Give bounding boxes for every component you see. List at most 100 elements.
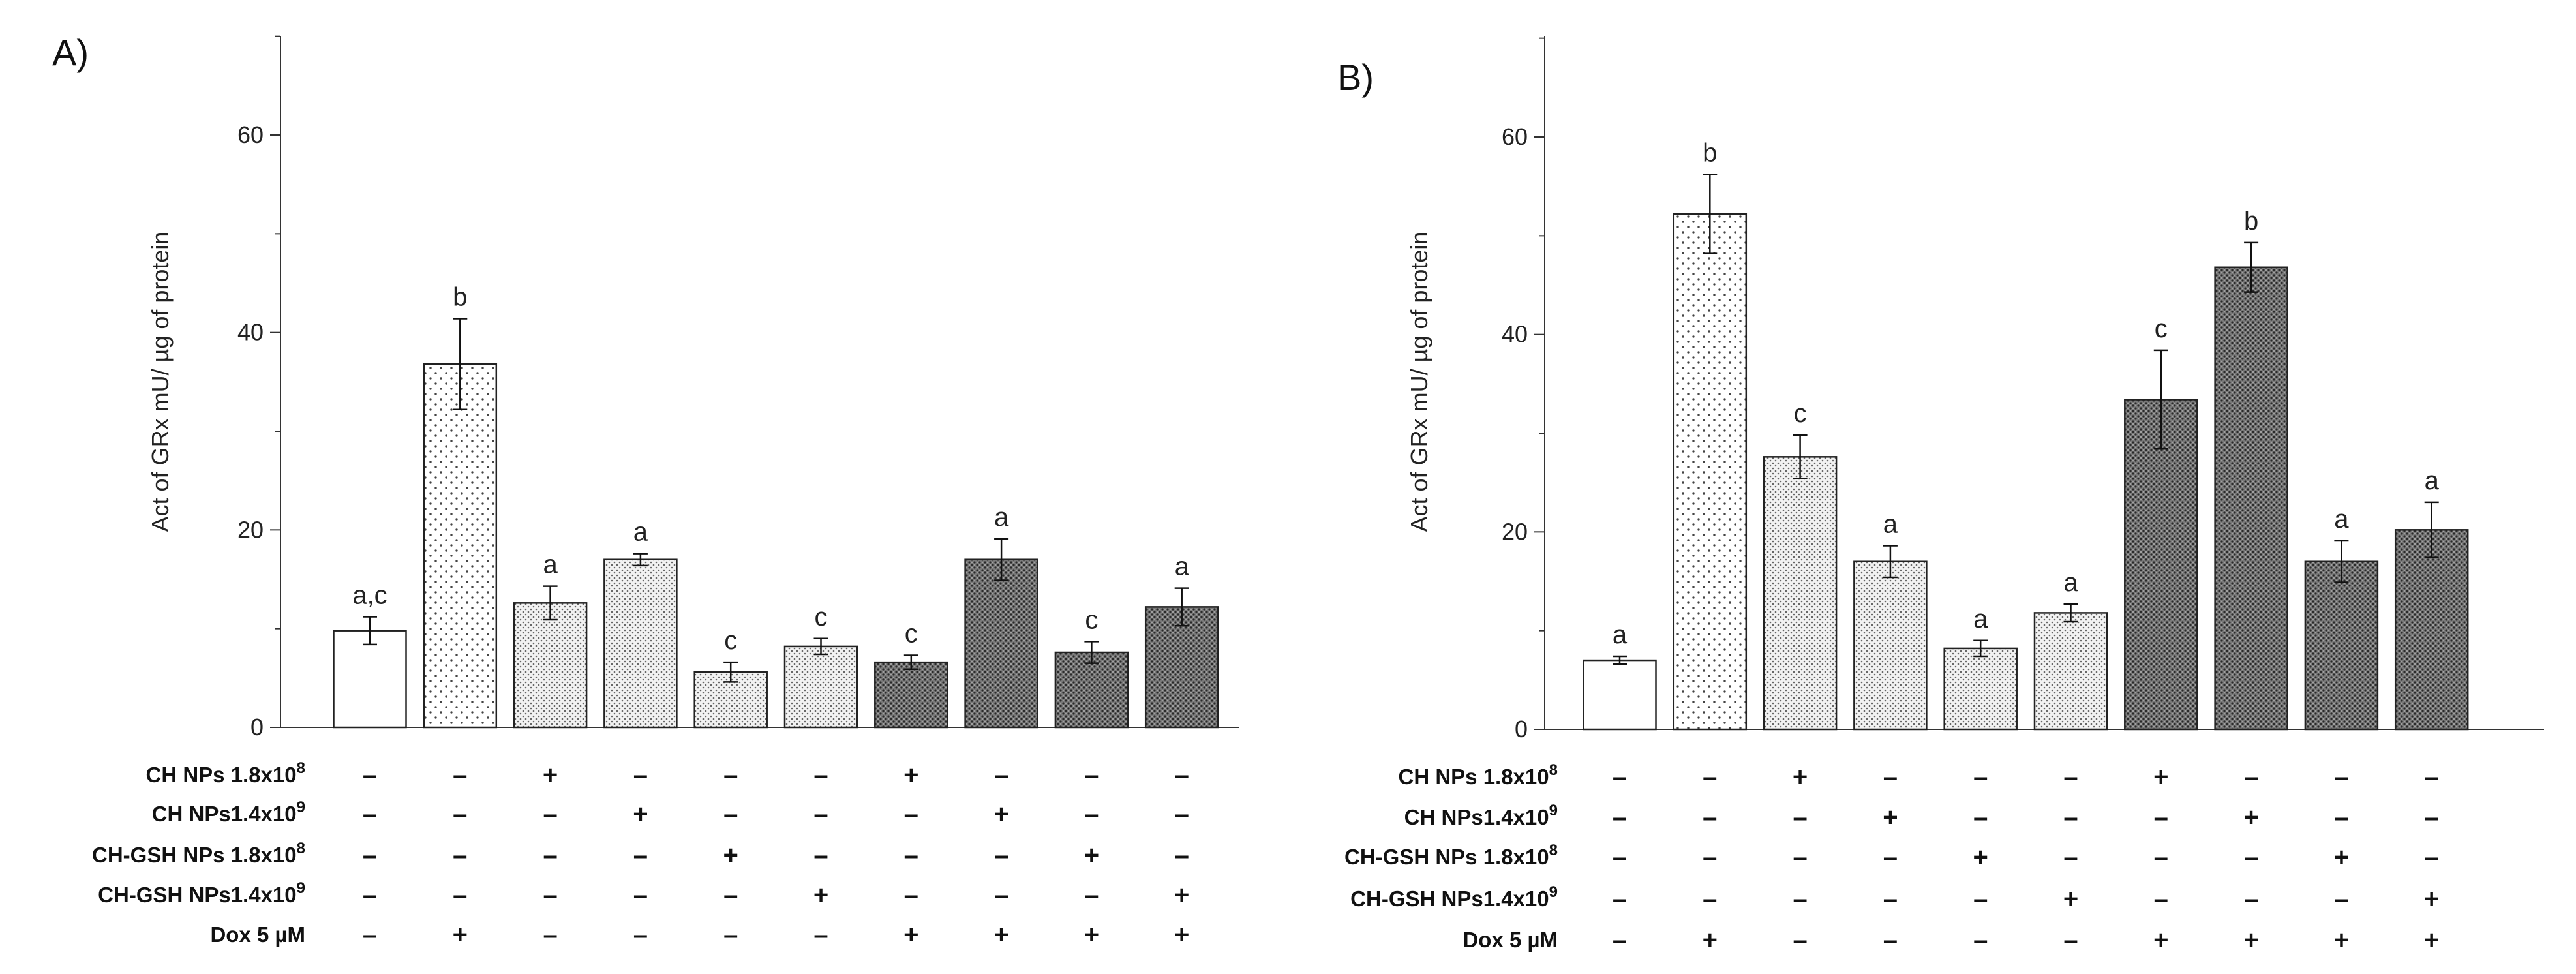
treatment-sign: – — [453, 761, 467, 789]
bar — [1144, 606, 1219, 729]
y-tick-label: 20 — [237, 516, 264, 543]
panel-label: A) — [52, 32, 89, 73]
treatment-row-label: CH-GSH NPs 1.8x108 — [92, 840, 305, 867]
y-tick-label: 40 — [237, 319, 264, 346]
treatment-sign: + — [1084, 921, 1099, 949]
treatment-sign: + — [2153, 926, 2168, 954]
treatment-sign: – — [994, 881, 1008, 909]
treatment-sign: – — [453, 881, 467, 909]
bar — [1673, 213, 1748, 731]
bar — [1583, 659, 1657, 731]
bar — [2304, 560, 2379, 731]
y-tick-label: 0 — [1515, 716, 1528, 742]
treatment-sign: – — [1175, 800, 1189, 829]
y-axis-title: Act of GRx mU/ µg of protein — [1406, 232, 1432, 532]
significance-label: a — [1973, 605, 1988, 633]
treatment-sign: – — [1973, 885, 1988, 913]
treatment-sign: – — [2063, 926, 2078, 954]
significance-label: b — [453, 282, 467, 311]
bar — [1763, 456, 1838, 731]
treatment-sign: – — [453, 800, 467, 829]
treatment-row-label: CH NPs1.4x109 — [152, 799, 305, 826]
bar — [2124, 399, 2198, 731]
treatment-sign: – — [2334, 763, 2348, 791]
treatment-sign: – — [363, 800, 377, 829]
treatment-sign: – — [1084, 761, 1099, 789]
treatment-sign: – — [2063, 803, 2078, 832]
treatment-row-label: CH-GSH NPs1.4x109 — [98, 879, 305, 907]
y-axis-title: Act of GRx mU/ µg of protein — [147, 232, 174, 532]
significance-label: a,c — [352, 581, 387, 610]
treatment-sign: + — [1174, 921, 1189, 949]
treatment-sign: – — [543, 800, 557, 829]
treatment-row-label: CH NPs 1.8x108 — [1399, 761, 1558, 789]
treatment-sign: – — [723, 761, 738, 789]
treatment-sign: – — [904, 800, 918, 829]
treatment-sign: – — [2063, 763, 2078, 791]
treatment-sign: – — [633, 761, 648, 789]
bar — [2394, 529, 2469, 731]
treatment-sign: – — [1084, 881, 1099, 909]
bar — [423, 363, 498, 729]
y-tick-label: 0 — [250, 714, 264, 740]
treatment-sign: – — [2154, 843, 2168, 872]
treatment-sign: + — [723, 841, 738, 870]
treatment-sign: – — [904, 881, 918, 909]
treatment-sign: – — [1973, 803, 1988, 832]
treatment-sign: + — [903, 761, 918, 789]
treatment-sign: – — [1175, 841, 1189, 870]
y-tick-label: 60 — [1502, 123, 1528, 150]
treatment-sign: – — [994, 761, 1008, 789]
treatment-sign: – — [1703, 763, 1717, 791]
significance-label: a — [2063, 568, 2078, 597]
treatment-sign: + — [1793, 763, 1808, 791]
treatment-sign: + — [813, 881, 828, 909]
treatment-sign: – — [1703, 803, 1717, 832]
treatment-sign: – — [1703, 885, 1717, 913]
treatment-sign: – — [633, 841, 648, 870]
treatment-sign: – — [1973, 763, 1988, 791]
treatment-sign: – — [1793, 885, 1807, 913]
y-tick-label: 40 — [1502, 321, 1528, 348]
treatment-sign: – — [363, 881, 377, 909]
significance-label: c — [815, 603, 828, 632]
treatment-sign: – — [813, 761, 828, 789]
treatment-sign: – — [2154, 885, 2168, 913]
treatment-sign: – — [1883, 843, 1898, 872]
treatment-sign: + — [1174, 881, 1189, 909]
significance-label: a — [994, 503, 1009, 532]
treatment-sign: – — [994, 841, 1008, 870]
treatment-sign: – — [1084, 800, 1099, 829]
treatment-sign: – — [2425, 803, 2439, 832]
treatment-sign: – — [2244, 763, 2258, 791]
significance-label: a — [543, 551, 558, 579]
treatment-row-label: CH-GSH NPs1.4x109 — [1350, 883, 1558, 911]
significance-label: c — [724, 626, 737, 655]
bar — [2214, 266, 2288, 731]
treatment-sign: – — [1883, 926, 1898, 954]
panel-label: B) — [1337, 57, 1374, 98]
treatment-sign: – — [543, 881, 557, 909]
treatment-row-label: Dox 5 µM — [1462, 928, 1558, 952]
treatment-sign: – — [2334, 803, 2348, 832]
treatment-sign: + — [633, 800, 648, 829]
treatment-sign: + — [2243, 803, 2258, 832]
treatment-sign: + — [2424, 885, 2439, 913]
treatment-sign: – — [723, 800, 738, 829]
treatment-sign: – — [1883, 885, 1898, 913]
treatment-sign: – — [2244, 885, 2258, 913]
significance-label: b — [1703, 139, 1717, 168]
treatment-row-label: CH NPs 1.8x108 — [146, 759, 306, 787]
significance-label: a — [1613, 620, 1628, 649]
bar — [1853, 560, 1928, 731]
treatment-sign: + — [993, 921, 1008, 949]
treatment-sign: + — [1084, 841, 1099, 870]
treatment-sign: – — [2425, 763, 2439, 791]
treatment-sign: – — [1793, 843, 1807, 872]
treatment-sign: – — [633, 921, 648, 949]
bar — [874, 661, 948, 729]
bar — [1943, 647, 2018, 731]
y-tick-label: 20 — [1502, 518, 1528, 545]
treatment-sign: + — [903, 921, 918, 949]
